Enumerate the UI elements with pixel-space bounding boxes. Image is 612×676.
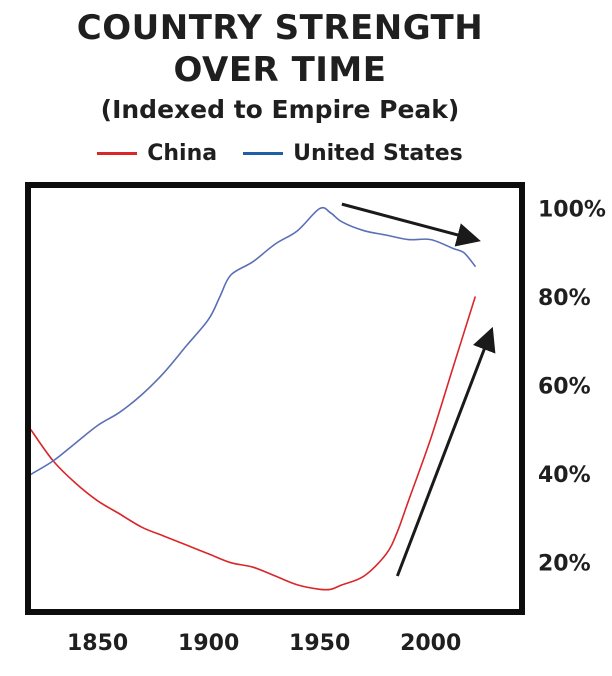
data-point-china-1850 — [97, 500, 99, 502]
y-tick-label-80: 80% — [538, 286, 591, 311]
annotation-arrow-2 — [395, 326, 496, 577]
data-point-china-2020 — [474, 296, 476, 298]
data-point-china-1910 — [230, 562, 232, 564]
data-point-united-states-2010 — [452, 248, 454, 250]
data-point-china-2000 — [430, 438, 432, 440]
y-tick-label-40: 40% — [538, 463, 591, 488]
annotation-arrow-1 — [341, 202, 481, 247]
data-point-united-states-1840 — [75, 442, 77, 444]
data-point-united-states-1960 — [341, 221, 343, 223]
annotation-layer — [341, 202, 496, 577]
chart-title-line-2: OVER TIME — [173, 50, 387, 90]
y-axis: 20% 40% 60% 80% 100% — [538, 198, 606, 577]
chart-subtitle: (Indexed to Empire Peak) — [100, 95, 460, 124]
data-point-china-1970 — [363, 575, 365, 577]
data-point-china-1930 — [275, 575, 277, 577]
data-point-china-1840 — [75, 482, 77, 484]
data-point-united-states-1970 — [363, 230, 365, 232]
data-point-china-1880 — [163, 535, 165, 537]
data-point-china-2010 — [452, 367, 454, 369]
data-point-united-states-2000 — [430, 239, 432, 241]
data-point-china-1985 — [397, 531, 399, 533]
data-point-china-1960 — [341, 584, 343, 586]
x-tick-label-1850: 1850 — [67, 631, 128, 656]
x-axis: 1850 1900 1950 2000 — [67, 631, 461, 656]
legend-item-china: China — [97, 141, 217, 166]
data-point-united-states-1990 — [408, 239, 410, 241]
data-point-united-states-2020 — [474, 265, 476, 267]
y-tick-label-20: 20% — [538, 552, 591, 577]
y-tick-label-60: 60% — [538, 375, 591, 400]
y-tick-label-100: 100% — [538, 198, 606, 223]
data-point-china-1950 — [319, 589, 321, 591]
legend-swatch-united-states — [243, 152, 284, 155]
data-point-china-1860 — [119, 513, 121, 515]
series-layer — [30, 206, 476, 591]
data-point-united-states-1950 — [319, 208, 321, 210]
data-point-united-states-1880 — [163, 372, 165, 374]
data-point-united-states-1980 — [386, 234, 388, 236]
series-line-united-states — [30, 206, 476, 475]
series-line-china — [30, 296, 476, 591]
data-point-united-states-1955 — [330, 212, 332, 214]
data-point-china-1920 — [252, 566, 254, 568]
x-tick-label-1900: 1900 — [178, 631, 239, 656]
data-point-china-1900 — [208, 553, 210, 555]
chart-legend: China United States — [0, 141, 560, 166]
data-point-united-states-1870 — [141, 394, 143, 396]
chart-title-line-1: COUNTRY STRENGTH — [76, 8, 484, 48]
data-point-china-1940 — [297, 584, 299, 586]
legend-label-china: China — [147, 141, 218, 166]
data-point-china-1990 — [408, 500, 410, 502]
data-point-united-states-1920 — [252, 261, 254, 263]
plot-area-frame — [25, 182, 525, 615]
legend-swatch-china — [97, 152, 138, 155]
data-point-united-states-1830 — [52, 460, 54, 462]
data-point-united-states-1930 — [275, 243, 277, 245]
data-point-united-states-1890 — [186, 345, 188, 347]
data-point-united-states-1905 — [219, 296, 221, 298]
data-point-united-states-1910 — [230, 274, 232, 276]
x-tick-label-1950: 1950 — [289, 631, 350, 656]
data-point-united-states-1860 — [119, 411, 121, 413]
data-point-china-1870 — [141, 527, 143, 529]
data-point-united-states-2015 — [463, 252, 465, 254]
legend-label-united-states: United States — [293, 141, 463, 166]
data-point-united-states-1900 — [208, 318, 210, 320]
legend-item-united-states: United States — [243, 141, 463, 166]
data-point-china-1890 — [186, 544, 188, 546]
data-point-united-states-1940 — [297, 230, 299, 232]
data-point-china-1980 — [386, 553, 388, 555]
data-point-united-states-1850 — [97, 425, 99, 427]
x-tick-label-2000: 2000 — [400, 631, 461, 656]
data-point-china-1955 — [330, 589, 332, 591]
